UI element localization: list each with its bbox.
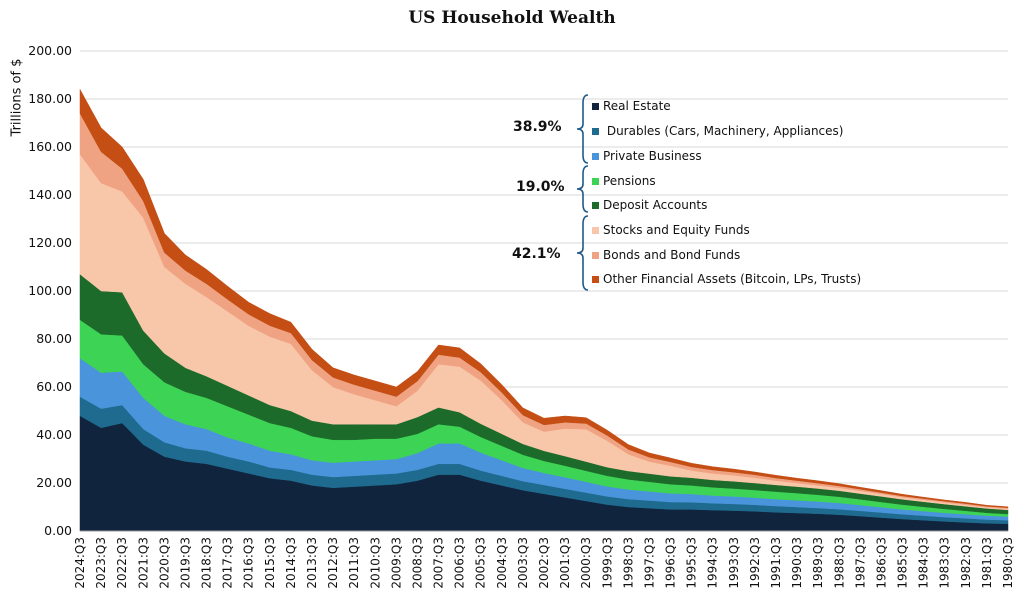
x-tick-label: 2009:Q3 [389,537,403,589]
x-tick-label: 1996:Q3 [664,537,678,589]
x-tick-label: 1984:Q3 [917,537,931,589]
group-percent-pensions-deposits: 19.0% [516,179,565,195]
legend-item-stocks: Stocks and Equity Funds [592,223,750,237]
legend-label: Pensions [603,174,656,188]
y-tick-label: 100.00 [28,283,72,298]
x-tick-label: 2022:Q3 [115,537,129,589]
x-tick-label: 1989:Q3 [811,537,825,589]
legend-swatch [592,128,599,135]
y-tick-label: 20.00 [36,475,72,490]
chart-title: US Household Wealth [408,8,616,28]
legend-label: Durables (Cars, Machinery, Appliances) [606,124,844,138]
legend-brace [576,165,589,213]
x-tick-label: 2001:Q3 [558,537,572,589]
x-tick-label: 1985:Q3 [896,537,910,589]
x-tick-label: 2017:Q3 [221,537,235,589]
legend-swatch [592,202,599,209]
x-tick-label: 2014:Q3 [284,537,298,589]
legend-swatch [592,227,599,234]
x-tick-label: 2019:Q3 [178,537,192,589]
x-tick-label: 2016:Q3 [242,537,256,589]
x-tick-label: 2002:Q3 [537,537,551,589]
x-tick-label: 1980:Q3 [1001,537,1015,589]
y-tick-label: 80.00 [36,331,72,346]
legend-swatch [592,178,599,185]
legend-item-real-estate: Real Estate [592,99,671,113]
x-tick-label: 1986:Q3 [874,537,888,589]
x-tick-label: 2005:Q3 [474,537,488,589]
x-tick-label: 2003:Q3 [516,537,530,589]
legend-label: Real Estate [603,99,671,113]
x-tick-label: 2023:Q3 [94,537,108,589]
x-tick-label: 2021:Q3 [136,537,150,589]
legend-swatch [592,153,599,160]
legend-label: Private Business [603,149,702,163]
x-tick-label: 2018:Q3 [200,537,214,589]
x-tick-label: 2010:Q3 [368,537,382,589]
y-tick-label: 200.00 [28,43,72,58]
x-tick-label: 1994:Q3 [706,537,720,589]
legend-item-other-financial: Other Financial Assets (Bitcoin, LPs, Tr… [592,272,861,286]
group-percent-real-assets: 38.9% [513,119,562,135]
x-tick-label: 2007:Q3 [432,537,446,589]
legend-label: Stocks and Equity Funds [603,223,750,237]
legend-label: Other Financial Assets (Bitcoin, LPs, Tr… [603,272,862,286]
x-tick-label: 1998:Q3 [621,537,635,589]
x-tick-label: 1993:Q3 [727,537,741,589]
x-tick-label: 1991:Q3 [769,537,783,589]
x-tick-label: 1992:Q3 [748,537,762,589]
y-tick-label: 140.00 [28,187,72,202]
x-tick-label: 1987:Q3 [853,537,867,589]
x-tick-label: 2004:Q3 [495,537,509,589]
legend-item-private-business: Private Business [592,149,702,163]
y-tick-label: 120.00 [28,235,72,250]
x-tick-label: 2006:Q3 [453,537,467,589]
y-tick-label: 160.00 [28,139,72,154]
x-tick-label: 2015:Q3 [263,537,277,589]
legend-brace [576,215,589,291]
x-tick-label: 1990:Q3 [790,537,804,589]
x-tick-label: 2024:Q3 [73,537,87,589]
legend-brace [576,94,589,164]
legend-item-durables: Durables (Cars, Machinery, Appliances) [592,124,843,138]
y-tick-label: 180.00 [28,91,72,106]
y-tick-label: 60.00 [36,379,72,394]
y-tick-label: 40.00 [36,427,72,442]
x-tick-label: 2000:Q3 [579,537,593,589]
x-tick-label: 2013:Q3 [305,537,319,589]
legend-item-bonds: Bonds and Bond Funds [592,248,740,262]
x-tick-label: 1981:Q3 [980,537,994,589]
area-series-8 [79,89,1009,508]
y-tick-label: 0.00 [44,523,72,538]
legend-swatch [592,103,599,110]
x-tick-label: 1982:Q3 [959,537,973,589]
legend-swatch [592,276,599,283]
x-tick-label: 2008:Q3 [410,537,424,589]
x-tick-label: 2012:Q3 [326,537,340,589]
legend-label: Bonds and Bond Funds [603,248,741,262]
group-percent-financial-assets: 42.1% [512,246,561,262]
x-tick-label: 1999:Q3 [600,537,614,589]
legend-label: Deposit Accounts [603,198,708,212]
x-tick-label: 1988:Q3 [832,537,846,589]
legend-item-pensions: Pensions [592,174,656,188]
x-tick-label: 1997:Q3 [642,537,656,589]
x-tick-label: 1983:Q3 [938,537,952,589]
x-tick-label: 2020:Q3 [157,537,171,589]
x-tick-label: 2011:Q3 [347,537,361,589]
legend-swatch [592,252,599,259]
x-tick-label: 1995:Q3 [685,537,699,589]
legend-item-deposit-accounts: Deposit Accounts [592,198,707,212]
